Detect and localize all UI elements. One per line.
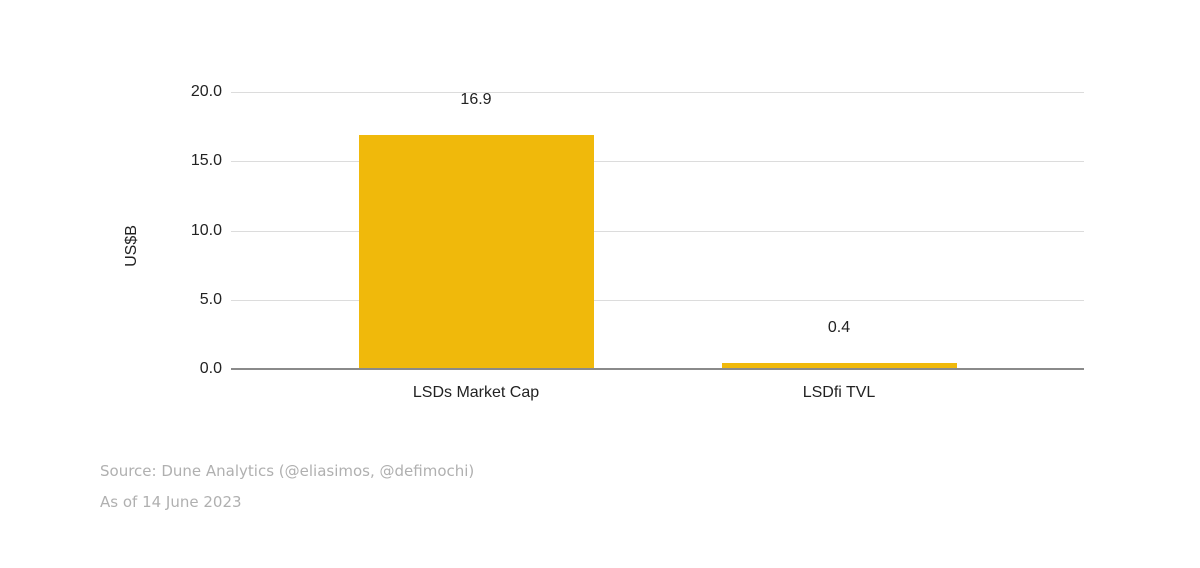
- y-tick-10: 10.0: [190, 222, 222, 239]
- bar-lsdfi-tvl: [722, 363, 957, 369]
- data-label-lsdfi-tvl: 0.4: [827, 319, 851, 337]
- gridline: [231, 161, 1084, 162]
- bar-lsds-market-cap: [359, 134, 594, 369]
- y-axis-label: US$B: [123, 225, 140, 267]
- gridline: [231, 231, 1084, 232]
- y-tick-15: 15.0: [190, 152, 222, 169]
- x-axis-line: [231, 368, 1084, 370]
- data-label-lsds-market-cap: 16.9: [460, 90, 492, 108]
- gridline: [231, 300, 1084, 301]
- gridline: [231, 92, 1084, 93]
- x-tick-lsds-market-cap: LSDs Market Cap: [412, 384, 540, 401]
- y-tick-5: 5.0: [199, 291, 222, 308]
- x-tick-lsdfi-tvl: LSDfi TVL: [802, 384, 876, 401]
- y-tick-0: 0.0: [199, 360, 222, 377]
- date-note: As of 14 June 2023: [100, 493, 242, 511]
- y-tick-20: 20.0: [190, 83, 222, 100]
- source-note: Source: Dune Analytics (@eliasimos, @def…: [100, 462, 475, 480]
